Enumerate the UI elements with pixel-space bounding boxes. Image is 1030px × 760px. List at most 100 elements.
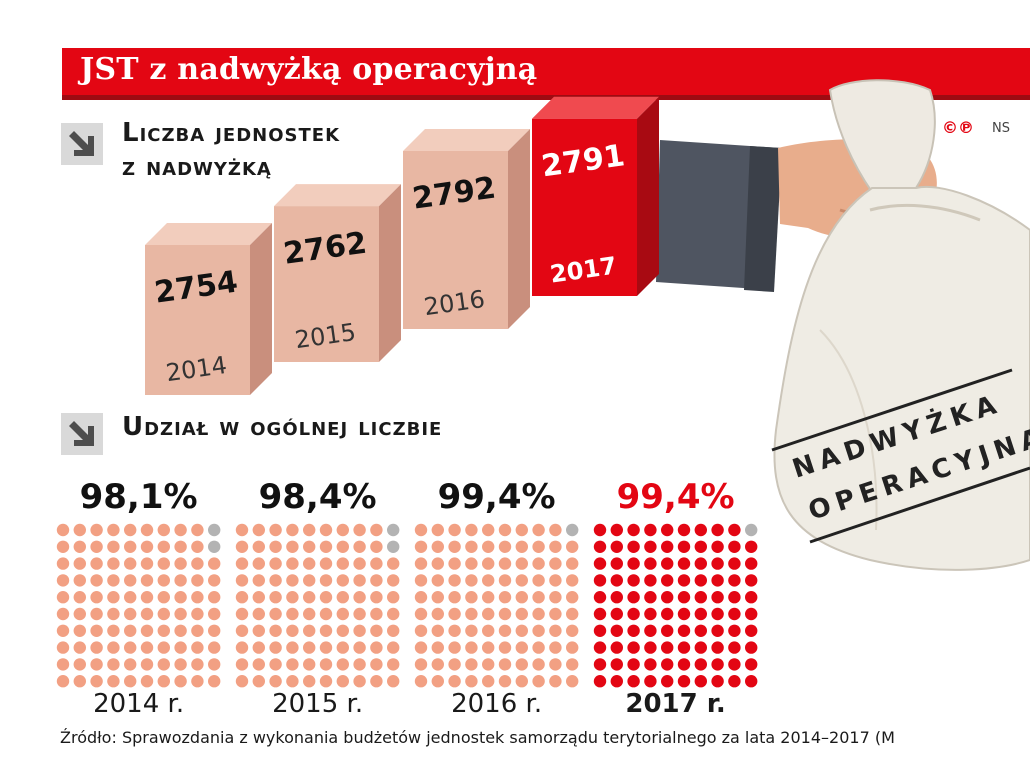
dot-filled: [303, 607, 316, 621]
dot-filled: [56, 607, 70, 621]
dot-filled: [549, 523, 562, 537]
dot-filled: [269, 574, 282, 587]
box-side-face: [379, 184, 401, 362]
dot-grid-2014 r.: 98,1% 2014 r.: [56, 477, 221, 719]
dot-filled: [549, 557, 562, 570]
dot-filled: [694, 574, 707, 587]
dot-filled: [532, 607, 545, 621]
dot-filled: [252, 574, 265, 587]
dot-filled: [711, 557, 724, 570]
dot-filled: [107, 607, 120, 621]
dot-filled: [610, 574, 623, 587]
share-value-label: 99,4%: [617, 477, 735, 517]
dot-filled: [319, 624, 333, 637]
dot-filled: [728, 675, 741, 688]
dot-grey: [745, 523, 758, 537]
dot-grey: [566, 523, 579, 537]
dot-filled: [303, 641, 316, 654]
dot-filled: [711, 523, 724, 537]
dot-filled: [140, 574, 154, 587]
dot-filled: [694, 658, 707, 671]
dot-filled: [319, 557, 333, 570]
dot-filled: [498, 540, 512, 553]
box-top-face: [145, 223, 272, 245]
dot-filled: [252, 607, 265, 621]
dot-filled: [107, 658, 120, 671]
bag-top: [828, 79, 936, 194]
source-note: Źródło: Sprawozdania z wykonania budżetó…: [60, 728, 895, 747]
dot-filled: [124, 557, 137, 570]
dot-filled: [319, 591, 333, 604]
dot-filled: [319, 523, 333, 537]
dot-filled: [336, 523, 349, 537]
dot-filled: [73, 523, 87, 537]
dot-filled: [498, 607, 512, 621]
dot-filled: [336, 557, 349, 570]
dot-filled: [515, 675, 528, 688]
dot-filled: [157, 658, 170, 671]
dot-filled: [140, 624, 154, 637]
dot-filled: [208, 624, 221, 637]
dot-filled: [627, 523, 640, 537]
dot-filled: [610, 540, 623, 553]
dot-filled: [661, 591, 674, 604]
dot-filled: [252, 523, 265, 537]
dot-filled: [140, 641, 154, 654]
dot-filled: [235, 624, 249, 637]
dot-filled: [482, 624, 495, 637]
dot-filled: [140, 540, 154, 553]
dot-filled: [482, 523, 495, 537]
dot-filled: [90, 557, 103, 570]
dot-filled: [174, 591, 187, 604]
dot-filled: [73, 641, 87, 654]
dot-filled: [566, 574, 579, 587]
dot-filled: [157, 540, 170, 553]
dot-filled: [465, 523, 478, 537]
dot-filled: [728, 557, 741, 570]
dot-filled: [235, 641, 249, 654]
dot-filled: [56, 523, 70, 537]
dot-filled: [269, 591, 282, 604]
dot-filled: [286, 557, 299, 570]
dot-filled: [370, 624, 383, 637]
dot-filled: [303, 574, 316, 587]
dot-filled: [73, 624, 87, 637]
dot-filled: [353, 675, 366, 688]
dot-filled: [303, 540, 316, 553]
dot-filled: [677, 607, 691, 621]
dot-filled: [532, 591, 545, 604]
dot-filled: [124, 675, 137, 688]
dot-filled: [319, 574, 333, 587]
dot-filled: [728, 574, 741, 587]
dot-filled: [90, 658, 103, 671]
dot-filled: [498, 557, 512, 570]
dot-filled: [157, 641, 170, 654]
dot-filled: [73, 607, 87, 621]
dot-filled: [208, 607, 221, 621]
dot-filled: [319, 658, 333, 671]
dot-filled: [745, 574, 758, 587]
dot-filled: [303, 557, 316, 570]
dot-filled: [174, 607, 187, 621]
dot-filled: [694, 624, 707, 637]
dot-filled: [140, 675, 154, 688]
dot-filled: [370, 658, 383, 671]
dot-filled: [174, 557, 187, 570]
dot-filled: [387, 574, 400, 587]
dot-filled: [465, 574, 478, 587]
dot-filled: [465, 540, 478, 553]
dot-filled: [353, 557, 366, 570]
dot-filled: [208, 574, 221, 587]
dot-filled: [593, 624, 607, 637]
dot-filled: [286, 641, 299, 654]
arrow-down-right-icon: [61, 123, 103, 165]
dot-filled: [235, 675, 249, 688]
dot-filled: [465, 607, 478, 621]
dot-filled: [644, 607, 657, 621]
box-top-face: [532, 96, 659, 119]
dot-filled: [387, 675, 400, 688]
dot-filled: [661, 607, 674, 621]
dot-filled: [745, 641, 758, 654]
